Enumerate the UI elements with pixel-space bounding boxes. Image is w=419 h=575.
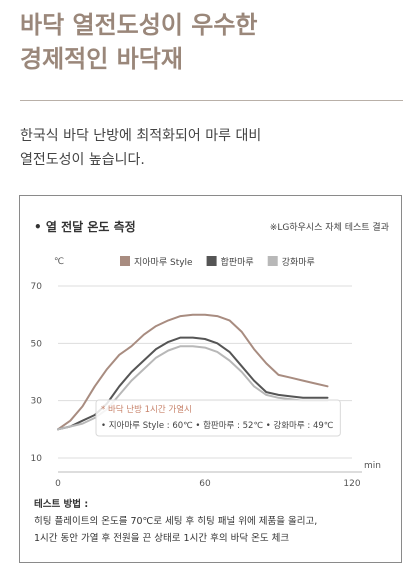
legend-swatch — [120, 256, 130, 266]
chart-grid — [58, 285, 362, 473]
test-method: 테스트 방법 : 히팅 플레이트의 온도를 70℃로 세팅 후 히팅 패널 위에… — [34, 496, 317, 547]
x-tick-label: 60 — [199, 479, 211, 488]
y-axis-label: ℃ — [54, 257, 64, 267]
test-method-line-1: 히팅 플레이트의 온도를 70℃로 세팅 후 히팅 패널 위에 제품을 올리고, — [34, 516, 318, 527]
headline: 바닥 열전도성이 우수한 경제적인 바닥재 — [20, 8, 258, 76]
section-divider — [20, 100, 403, 101]
test-method-line-2: 1시간 동안 가열 후 전원을 끈 상태로 1시간 후의 바닥 온도 체크 — [34, 533, 290, 544]
x-tick-label: 120 — [343, 479, 360, 488]
intro-line-1: 한국식 바닥 난방에 최적화되어 마루 대비 — [20, 128, 262, 144]
annotation-text: • 지아마루 Style : 60℃ • 합판마루 : 52℃ • 강화마루 :… — [101, 420, 334, 431]
intro-text: 한국식 바닥 난방에 최적화되어 마루 대비 열전도성이 높습니다. — [20, 124, 261, 172]
legend-label: 강화마루 — [282, 257, 315, 268]
panel-note: ※LG하우시스 자체 테스트 결과 — [269, 223, 389, 233]
headline-line-2: 경제적인 바닥재 — [20, 45, 183, 73]
y-ticks: 10 30 50 70 — [31, 282, 43, 464]
y-tick-label: 10 — [31, 454, 43, 464]
legend-label: 합판마루 — [221, 257, 254, 268]
y-tick-label: 70 — [31, 282, 43, 292]
test-method-title: 테스트 방법 : — [34, 499, 89, 510]
x-tick-label: 0 — [55, 479, 61, 488]
annotation-title: * 바닥 난방 1시간 가열시 — [101, 404, 192, 415]
annotation-box — [95, 399, 341, 437]
x-axis-label: min — [364, 461, 381, 471]
y-tick-label: 30 — [31, 397, 43, 407]
intro-line-2: 열전도성이 높습니다. — [20, 152, 145, 168]
panel-title: • 열 전달 온도 측정 — [34, 220, 136, 234]
heat-transfer-panel: • 열 전달 온도 측정 ※LG하우시스 자체 테스트 결과 지아마루 Styl… — [19, 195, 402, 563]
chart-legend: 지아마루 Style 합판마루 강화마루 — [120, 256, 315, 268]
legend-label: 지아마루 Style — [134, 257, 193, 268]
x-ticks: 0 60 120 — [55, 479, 361, 488]
headline-line-1: 바닥 열전도성이 우수한 — [20, 11, 258, 39]
legend-swatch — [206, 256, 217, 266]
y-tick-label: 50 — [31, 339, 43, 349]
chart-annotation: * 바닥 난방 1시간 가열시 • 지아마루 Style : 60℃ • 합판마… — [95, 399, 341, 437]
legend-swatch — [267, 256, 278, 266]
temperature-chart: 지아마루 Style 합판마루 강화마루 ℃ 10 30 50 70 0 60 120 min… — [31, 256, 381, 488]
series-line-1 — [57, 313, 329, 431]
